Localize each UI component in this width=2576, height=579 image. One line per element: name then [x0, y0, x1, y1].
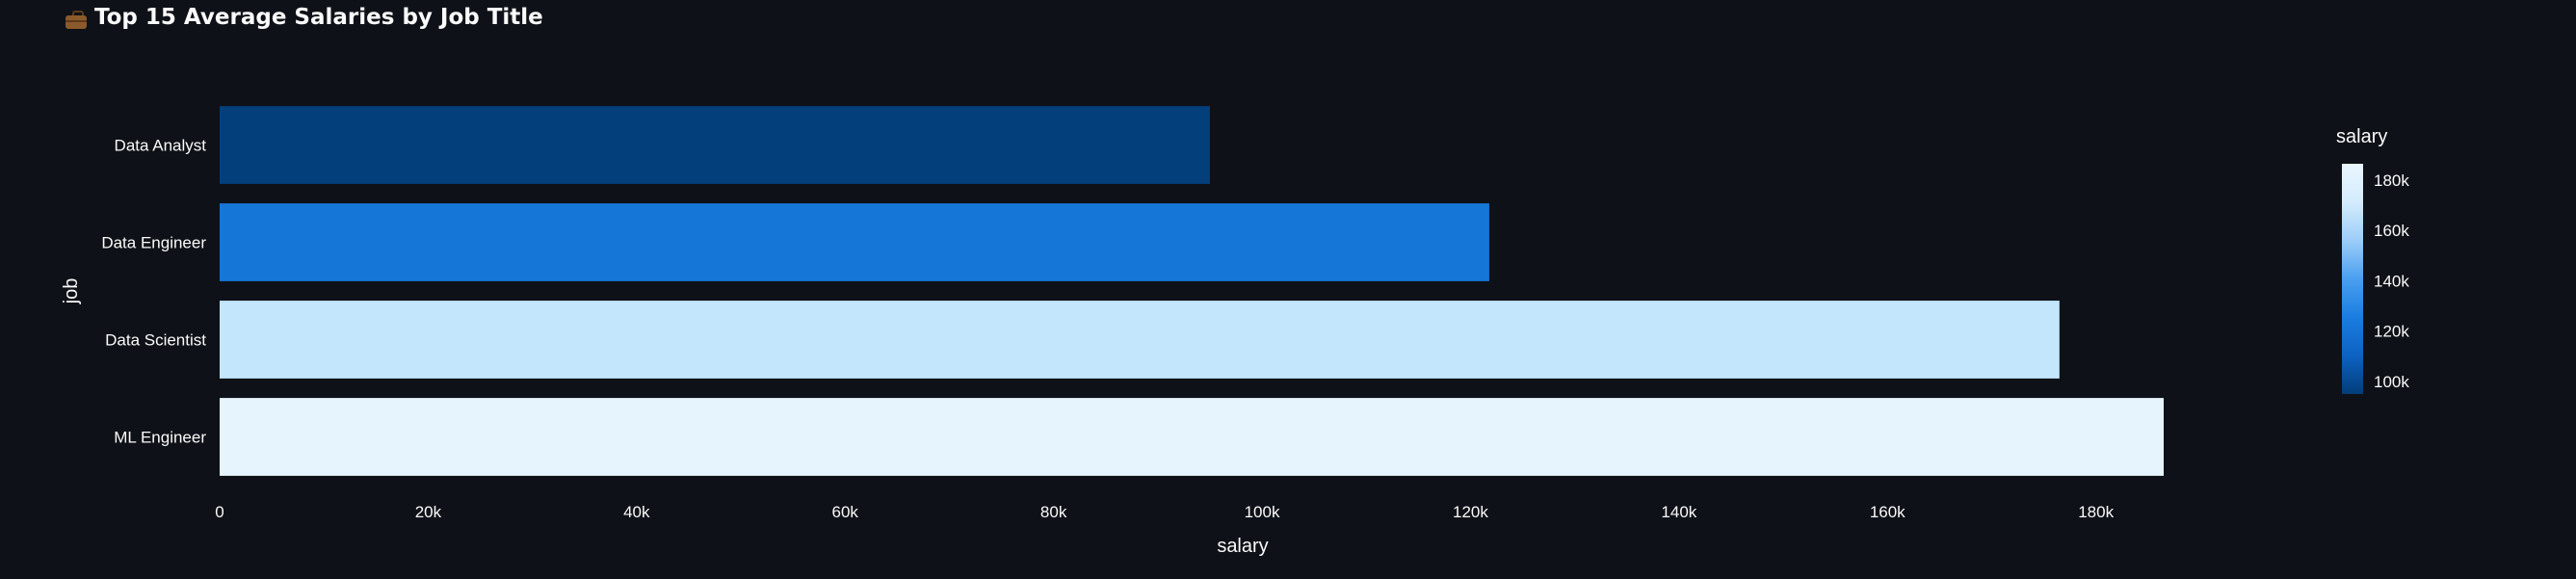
bars-layer [220, 106, 2164, 476]
colorbar-tick-label: 120k [2374, 323, 2409, 341]
colorbar-tick-label: 180k [2374, 171, 2409, 190]
x-tick-label: 40k [623, 503, 650, 521]
x-tick-label: 100k [1245, 503, 1280, 521]
chart-title-row: Top 15 Average Salaries by Job Title [66, 0, 543, 35]
colorbar: salary 100k 120k 140k 160k 180k [2336, 126, 2409, 394]
colorbar-tick-label: 140k [2374, 272, 2409, 290]
bar-data-scientist[interactable] [220, 301, 2060, 379]
x-tick-label: 60k [832, 503, 859, 521]
chart-title: Top 15 Average Salaries by Job Title [94, 5, 543, 30]
y-tick-labels: Data Analyst Data Engineer Data Scientist M… [101, 137, 206, 447]
y-tick-label: Data Analyst [115, 137, 207, 155]
y-axis-label: job [61, 278, 82, 305]
bar-data-engineer[interactable] [220, 203, 1489, 281]
colorbar-tick-labels: 100k 120k 140k 160k 180k [2374, 171, 2409, 391]
x-tick-label: 120k [1453, 503, 1488, 521]
x-axis-label: salary [1217, 536, 1268, 557]
colorbar-title: salary [2336, 126, 2387, 147]
y-tick-label: ML Engineer [114, 429, 206, 447]
x-tick-label: 20k [415, 503, 442, 521]
colorbar-gradient [2342, 164, 2363, 394]
x-tick-label: 160k [1870, 503, 1906, 521]
briefcase-icon [66, 11, 87, 29]
x-tick-label: 140k [1661, 503, 1696, 521]
x-tick-label: 180k [2078, 503, 2114, 521]
x-tick-label: 80k [1040, 503, 1067, 521]
bar-data-analyst[interactable] [220, 106, 1210, 184]
y-tick-label: Data Engineer [101, 234, 206, 252]
bar-ml-engineer[interactable] [220, 398, 2164, 476]
colorbar-tick-label: 160k [2374, 222, 2409, 240]
y-tick-label: Data Scientist [105, 331, 206, 350]
colorbar-tick-label: 100k [2374, 373, 2409, 391]
x-tick-label: 0 [215, 503, 223, 521]
x-tick-labels: 0 20k 40k 60k 80k 100k 120k 140k 160k 180k [215, 503, 2114, 521]
